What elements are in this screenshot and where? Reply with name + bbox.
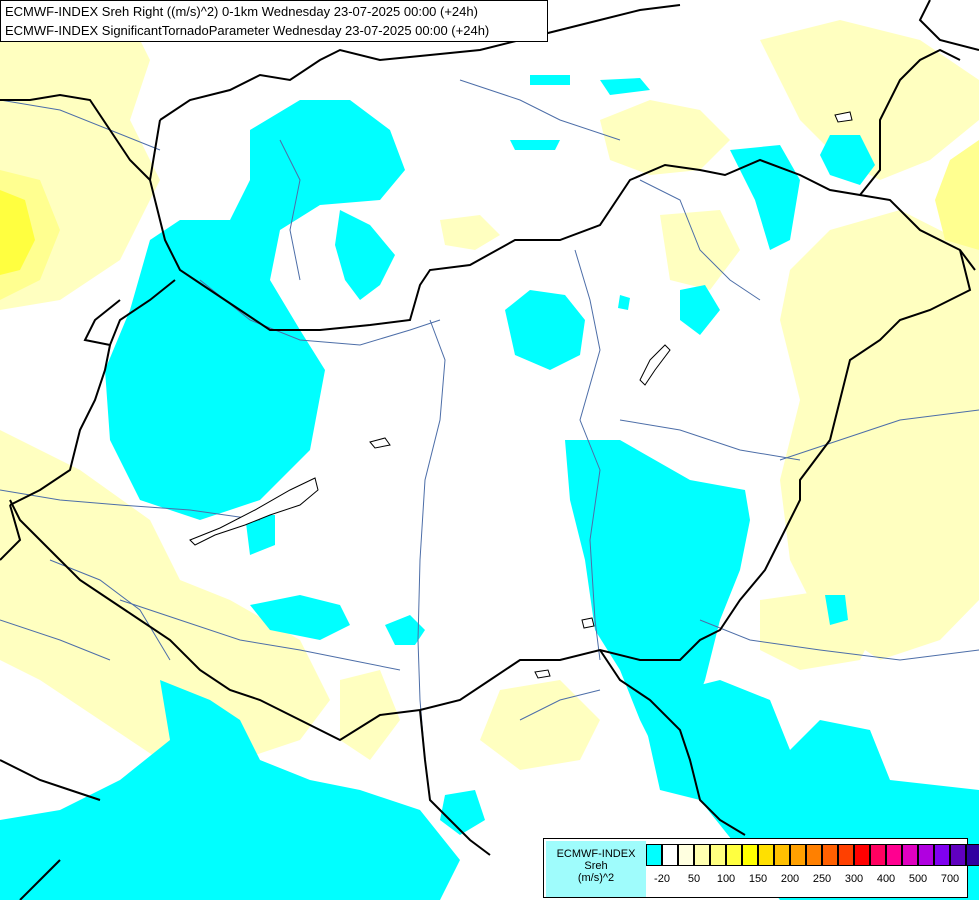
legend-swatch: [918, 844, 934, 866]
legend-label-variable: Sreh: [584, 860, 608, 872]
legend-label: ECMWF-INDEX Sreh (m/s)^2: [546, 841, 646, 897]
legend-tick-label: -20: [654, 873, 670, 885]
moderate-helicity-yellow-areas: [0, 140, 979, 300]
legend-tick-label: 150: [748, 873, 768, 885]
legend-swatch: [758, 844, 774, 866]
legend-swatch: [822, 844, 838, 866]
title-line-stp: ECMWF-INDEX SignificantTornadoParameter …: [5, 23, 490, 38]
legend-swatch: [678, 844, 694, 866]
negative-helicity-cyan-areas: [0, 75, 979, 900]
legend-swatch: [790, 844, 806, 866]
rivers: [0, 79, 979, 761]
legend-swatch: [710, 844, 726, 866]
legend-tick-label: 700: [940, 873, 960, 885]
legend-tick-label: 200: [780, 873, 800, 885]
legend-swatch: [838, 844, 854, 866]
legend-tick-label: 100: [716, 873, 736, 885]
title-line-sreh: ECMWF-INDEX Sreh Right ((m/s)^2) 0-1km W…: [5, 4, 478, 19]
legend-swatch: [854, 844, 870, 866]
legend-tick-label: 50: [687, 873, 701, 885]
lakes: [189, 111, 853, 679]
map-title-box: ECMWF-INDEX Sreh Right ((m/s)^2) 0-1km W…: [0, 0, 548, 42]
legend-swatch: [806, 844, 822, 866]
legend-tick-label: 500: [908, 873, 928, 885]
legend-swatch: [646, 844, 662, 866]
legend-swatch: [966, 844, 979, 866]
legend-swatch: [902, 844, 918, 866]
legend-swatch: [886, 844, 902, 866]
legend-swatch: [934, 844, 950, 866]
legend-swatch: [950, 844, 966, 866]
legend-tick-label: 300: [844, 873, 864, 885]
legend-label-unit: (m/s)^2: [577, 872, 615, 884]
color-legend: ECMWF-INDEX Sreh (m/s)^2 -20 50 100 150 200 2…: [543, 838, 979, 898]
legend-swatch: [726, 844, 742, 866]
legend-label-source: ECMWF-INDEX: [556, 848, 636, 860]
legend-tick-label: 250: [812, 873, 832, 885]
legend-swatch: [742, 844, 758, 866]
legend-swatch: [774, 844, 790, 866]
legend-swatches: [646, 844, 979, 866]
legend-swatch: [870, 844, 886, 866]
legend-swatch: [662, 844, 678, 866]
legend-swatch: [694, 844, 710, 866]
legend-tick-label: 400: [876, 873, 896, 885]
legend-ticks: -20 50 100 150 200 250 300 400 500 700: [646, 873, 966, 889]
